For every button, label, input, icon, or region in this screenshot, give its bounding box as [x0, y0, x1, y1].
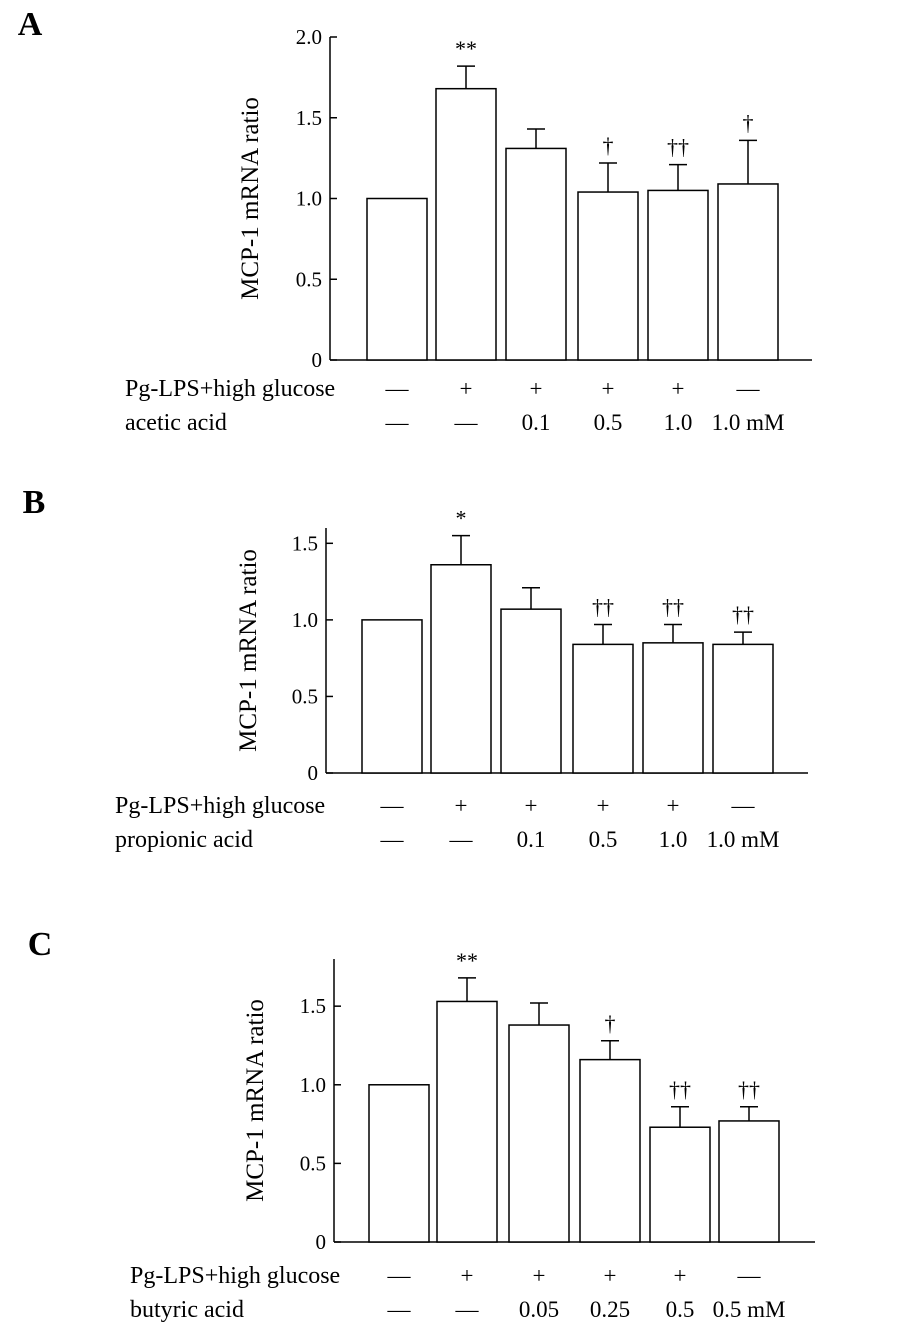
row-cell: 0.1: [522, 410, 551, 435]
y-tick-label: 0: [312, 348, 323, 372]
bar: [577, 191, 639, 361]
panel-B: B 0 0.5 1.0 1.5 MCP-1 mRNA ratio * †† †† †† Pg-LPS…: [23, 484, 808, 853]
row-cell: 0.1: [517, 827, 546, 852]
y-tick-label: 0.5: [300, 1151, 326, 1175]
row-cell: 1.0: [659, 827, 688, 852]
significance-mark: ††: [732, 602, 754, 627]
row-cell: 0.5: [589, 827, 618, 852]
row-cell: 0.5: [594, 410, 623, 435]
bar: [436, 1000, 498, 1243]
row-cell: +: [455, 793, 468, 818]
row-cell: 1.0 mM: [712, 410, 785, 435]
row-cell: —: [455, 1297, 480, 1322]
row-cell: 0.5: [666, 1297, 695, 1322]
bar: [647, 189, 709, 361]
y-tick-label: 0.5: [296, 267, 322, 291]
row-cell: —: [380, 827, 405, 852]
significance-mark: **: [456, 948, 478, 973]
row-cell: —: [387, 1263, 412, 1288]
row-cell: +: [530, 376, 543, 401]
bar: [368, 1084, 430, 1243]
row-label: Pg-LPS+high glucose: [125, 376, 335, 402]
row-cell: +: [602, 376, 615, 401]
bar: [649, 1126, 711, 1243]
y-axis-label: MCP-1 mRNA ratio: [242, 999, 269, 1202]
bar: [717, 183, 779, 361]
significance-mark: **: [455, 36, 477, 61]
y-tick-label: 2.0: [296, 25, 322, 49]
y-tick-label: 1.0: [292, 608, 318, 632]
bar: [430, 564, 492, 774]
significance-mark: †: [603, 133, 614, 158]
panel-letter: C: [28, 926, 53, 963]
y-tick-label: 1.0: [296, 187, 322, 211]
row-label: propionic acid: [115, 827, 253, 853]
row-cell: 0.25: [590, 1297, 630, 1322]
row-label: acetic acid: [125, 410, 227, 436]
y-tick-label: 1.5: [292, 531, 318, 555]
panel-letter: A: [18, 6, 43, 43]
significance-mark: ††: [592, 594, 614, 619]
row-label: butyric acid: [130, 1297, 244, 1323]
bar: [435, 87, 497, 361]
row-label: Pg-LPS+high glucose: [130, 1263, 340, 1289]
significance-mark: †: [743, 110, 754, 135]
bar: [361, 619, 423, 774]
row-cell: 0.5 mM: [713, 1297, 786, 1322]
bar: [712, 643, 774, 774]
panel-letter: B: [23, 484, 46, 521]
row-cell: —: [731, 793, 756, 818]
significance-mark: †: [605, 1011, 616, 1036]
row-cell: 0.05: [519, 1297, 559, 1322]
row-cell: +: [604, 1263, 617, 1288]
significance-mark: ††: [667, 135, 689, 160]
y-tick-label: 0: [316, 1230, 327, 1254]
bar: [508, 1024, 570, 1243]
row-label: Pg-LPS+high glucose: [115, 793, 325, 819]
y-tick-label: 1.5: [296, 106, 322, 130]
row-cell: +: [525, 793, 538, 818]
bar: [505, 147, 567, 361]
row-cell: —: [449, 827, 474, 852]
y-tick-label: 0: [308, 761, 319, 785]
row-cell: +: [667, 793, 680, 818]
row-cell: —: [454, 410, 479, 435]
row-cell: +: [460, 376, 473, 401]
row-cell: —: [737, 1263, 762, 1288]
row-cell: +: [597, 793, 610, 818]
y-tick-label: 1.0: [300, 1073, 326, 1097]
significance-mark: ††: [669, 1077, 691, 1102]
row-cell: 1.0: [664, 410, 693, 435]
y-axis-label: MCP-1 mRNA ratio: [235, 549, 262, 752]
bar: [572, 643, 634, 774]
significance-mark: *: [456, 506, 467, 531]
bar: [579, 1058, 641, 1243]
bar: [500, 608, 562, 774]
row-cell: +: [674, 1263, 687, 1288]
bar: [366, 197, 428, 361]
bar: [642, 642, 704, 774]
row-cell: +: [533, 1263, 546, 1288]
row-cell: 1.0 mM: [707, 827, 780, 852]
significance-mark: ††: [662, 594, 684, 619]
row-cell: +: [461, 1263, 474, 1288]
row-cell: —: [385, 376, 410, 401]
row-cell: —: [387, 1297, 412, 1322]
y-axis-label: MCP-1 mRNA ratio: [237, 97, 264, 300]
y-tick-label: 1.5: [300, 994, 326, 1018]
y-tick-label: 0.5: [292, 684, 318, 708]
row-cell: —: [385, 410, 410, 435]
bar: [718, 1120, 780, 1243]
row-cell: —: [736, 376, 761, 401]
significance-mark: ††: [738, 1077, 760, 1102]
row-cell: +: [672, 376, 685, 401]
row-cell: —: [380, 793, 405, 818]
